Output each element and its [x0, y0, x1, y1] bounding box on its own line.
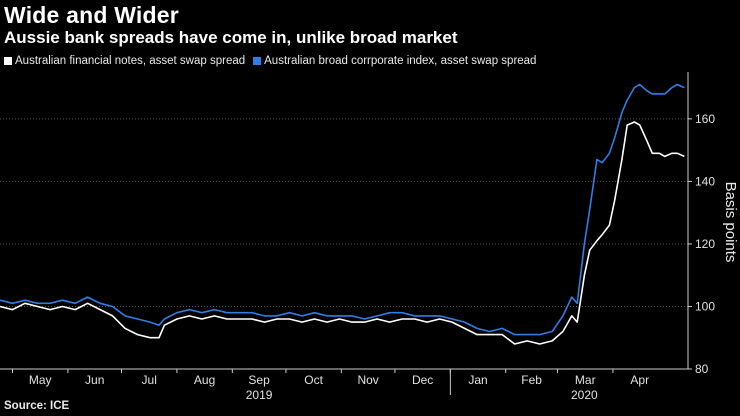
- series-lines: [0, 83, 685, 345]
- x-tick-label-nov: Nov: [357, 373, 378, 387]
- x-tick-label-sep: Sep: [248, 373, 270, 387]
- legend-label-broad-corporate: Australian broad corrporate index, asset…: [264, 55, 537, 67]
- y-tick-label-160: 160: [695, 112, 715, 126]
- chart-title: Wide and Wider: [4, 2, 179, 28]
- source-note: Source: ICE: [4, 400, 70, 412]
- y-tick-label-140: 140: [695, 174, 715, 188]
- x-tick-label-apr: Apr: [630, 373, 649, 387]
- x-tick-label-aug: Aug: [194, 373, 215, 387]
- y-tick-label-120: 120: [695, 237, 715, 251]
- x-tick-label-may: May: [29, 373, 52, 387]
- x-tick-label-jul: Jul: [142, 373, 157, 387]
- x-tick-label-jun: Jun: [85, 373, 104, 387]
- x-tick-label-dec: Dec: [412, 373, 433, 387]
- x-tick-label-mar: Mar: [575, 373, 596, 387]
- y-tick-label-100: 100: [695, 299, 715, 313]
- legend-swatch-broad-corporate: [253, 57, 262, 65]
- x-tick-label-oct: Oct: [304, 373, 323, 387]
- legend-item-financial-notes: Australian financial notes, asset swap s…: [4, 55, 245, 67]
- year-label-2019: 2019: [246, 388, 273, 402]
- legend-swatch-financial-notes: [4, 57, 12, 65]
- year-label-2020: 2020: [571, 388, 598, 402]
- axes: 80 100 120 140 160 May Jun Jul Aug Sep Oct Nov Dec Ja…: [0, 72, 715, 402]
- y-axis-label: Basis points: [722, 182, 739, 263]
- y-tick-label-80: 80: [695, 362, 709, 376]
- series-line-broad-corporate: [0, 83, 685, 336]
- chart-subtitle: Aussie bank spreads have come in, unlike…: [4, 28, 458, 47]
- legend: Australian financial notes, asset swap s…: [4, 55, 544, 67]
- legend-item-broad-corporate: Australian broad corrporate index, asset…: [253, 55, 536, 67]
- series-line-financial-notes: [0, 121, 685, 345]
- x-tick-label-feb: Feb: [521, 373, 542, 387]
- x-tick-label-jan: Jan: [468, 373, 487, 387]
- legend-label-financial-notes: Australian financial notes, asset swap s…: [15, 55, 246, 67]
